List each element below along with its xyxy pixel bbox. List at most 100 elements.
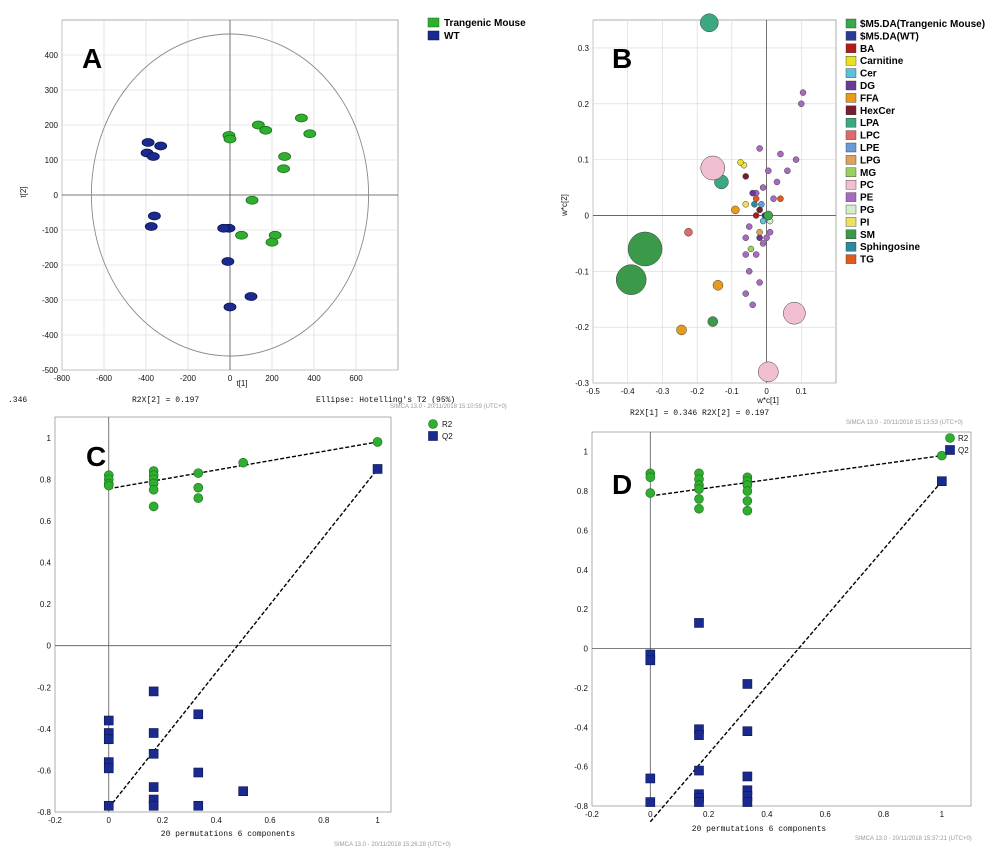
x-tick-label: 0.8 bbox=[878, 810, 890, 819]
panel-c-xlabel: 20 permutations 6 components bbox=[161, 830, 296, 839]
transgenic-score-point bbox=[278, 152, 292, 161]
x-tick-label: 600 bbox=[349, 374, 363, 383]
q2-point bbox=[694, 618, 704, 628]
legend-swatch bbox=[845, 56, 857, 66]
r2-point bbox=[148, 501, 159, 512]
q2-point bbox=[148, 782, 159, 792]
y-tick-label: 0 bbox=[585, 211, 590, 220]
loading-point-pe bbox=[745, 223, 753, 230]
panel-a-points bbox=[90, 33, 370, 357]
y-tick-label: 0 bbox=[47, 642, 52, 651]
loading-point-lpa bbox=[700, 13, 719, 33]
y-tick-label: -0.8 bbox=[37, 808, 51, 817]
x-tick-label: 0 bbox=[648, 810, 653, 819]
loading-point-dg bbox=[749, 189, 756, 197]
x-tick-label: -0.5 bbox=[586, 387, 600, 396]
legend-swatch bbox=[845, 254, 857, 264]
y-tick-label: 0.4 bbox=[577, 566, 589, 575]
loading-point-sm bbox=[627, 231, 663, 267]
x-tick-label: -0.1 bbox=[725, 387, 739, 396]
transgenic-score-point bbox=[265, 237, 279, 247]
x-tick-label: 0 bbox=[764, 387, 769, 396]
panel-c-legend: R2 Q2 bbox=[428, 419, 453, 441]
y-tick-label: 100 bbox=[45, 156, 59, 165]
r2-point bbox=[694, 484, 704, 494]
legend-label: LPA bbox=[860, 118, 879, 129]
q2-point bbox=[372, 464, 383, 474]
panel-a-legend: Trangenic Mouse WT bbox=[427, 17, 526, 42]
legend-label: DG bbox=[860, 81, 875, 92]
legend-label: FFA bbox=[860, 93, 879, 104]
loading-point-pe bbox=[798, 100, 805, 108]
plot-area bbox=[591, 431, 972, 807]
wt-score-point bbox=[221, 257, 235, 266]
r2-point bbox=[148, 484, 159, 495]
legend-label: SM bbox=[860, 230, 875, 241]
r2-point bbox=[742, 505, 753, 516]
panel-c-points bbox=[103, 437, 383, 811]
y-tick-label: 0 bbox=[584, 645, 589, 654]
panel-b-footer: SIMCA 13.0 - 20/11/2018 15:13:53 (UTC+0) bbox=[846, 420, 963, 426]
x-tick-label: -0.2 bbox=[48, 816, 62, 825]
y-tick-label: -400 bbox=[42, 331, 59, 340]
panel-d-grid bbox=[591, 431, 972, 807]
legend-marker-r2 bbox=[945, 433, 955, 443]
loading-point-lpe bbox=[758, 201, 765, 208]
panel-d: -0.2 0 0.2 0.4 0.6 0.8 1 -0.8 -0.6 -0.4 -0.2 0 0.2 0.… bbox=[574, 431, 972, 842]
loading-point-pe bbox=[799, 89, 807, 96]
loading-point-ffa bbox=[712, 280, 724, 291]
legend-swatch bbox=[845, 105, 857, 116]
loading-point-pe bbox=[763, 234, 770, 242]
plot-area bbox=[592, 19, 837, 384]
wt-score-point bbox=[146, 152, 160, 161]
loading-point-tg bbox=[777, 195, 784, 202]
legend-label: LPG bbox=[860, 155, 881, 166]
loading-point-pe bbox=[756, 145, 763, 152]
q2-point bbox=[742, 679, 753, 689]
legend-label-r2: R2 bbox=[442, 420, 453, 429]
y-tick-label: -0.6 bbox=[37, 766, 51, 775]
loading-point-ffa bbox=[731, 205, 740, 215]
loading-point-pe bbox=[759, 184, 767, 191]
panel-b-points bbox=[615, 13, 807, 383]
r2-point bbox=[193, 493, 204, 503]
y-tick-label: -500 bbox=[42, 366, 59, 375]
legend-swatch bbox=[845, 179, 857, 190]
panel-c-letter: C bbox=[86, 441, 106, 472]
loading-point-pe bbox=[749, 301, 756, 309]
legend-swatch bbox=[845, 167, 857, 178]
panel-d-xlabel: 20 permutations 6 components bbox=[692, 825, 827, 834]
loading-point-pc bbox=[783, 301, 806, 325]
regression-line-q2 bbox=[649, 480, 943, 823]
legend-swatch bbox=[845, 130, 857, 140]
x-tick-label: -0.2 bbox=[585, 810, 599, 819]
loading-point-hexcer bbox=[756, 206, 763, 214]
y-tick-label: 0.3 bbox=[578, 44, 590, 53]
r2-point bbox=[645, 472, 656, 483]
legend-swatch bbox=[845, 204, 857, 215]
x-tick-label: -0.3 bbox=[656, 387, 670, 396]
panel-d-tick-labels: -0.2 0 0.2 0.4 0.6 0.8 1 -0.8 -0.6 -0.4 -0.2 0 0.2 0.… bbox=[574, 448, 944, 819]
y-tick-label: 0.1 bbox=[578, 156, 590, 165]
loading-point--m5-da-trangenic-mouse- bbox=[763, 210, 774, 221]
legend-marker-q2 bbox=[945, 445, 955, 455]
panel-a-footer: SIMCA 13.0 - 20/11/2018 15:10:59 (UTC+0) bbox=[390, 404, 507, 410]
legend-label: LPE bbox=[860, 143, 880, 154]
r2-point bbox=[238, 457, 248, 468]
legend-swatch bbox=[845, 192, 857, 202]
q2-point bbox=[103, 763, 114, 774]
panel-b-ylabel: w*c[2] bbox=[560, 194, 569, 217]
y-tick-label: 400 bbox=[45, 51, 59, 60]
y-tick-label: 1 bbox=[47, 434, 52, 443]
legend-swatch bbox=[845, 43, 857, 53]
r2-point bbox=[193, 482, 204, 493]
transgenic-score-point bbox=[251, 120, 265, 130]
legend-label: $M5.DA(WT) bbox=[860, 31, 919, 42]
x-tick-label: 0.4 bbox=[211, 816, 223, 825]
panel-b-letter: B bbox=[612, 43, 632, 74]
y-tick-label: 1 bbox=[584, 448, 589, 457]
y-tick-label: 0.2 bbox=[40, 600, 52, 609]
legend-label: TG bbox=[860, 255, 874, 266]
q2-point bbox=[148, 686, 159, 697]
